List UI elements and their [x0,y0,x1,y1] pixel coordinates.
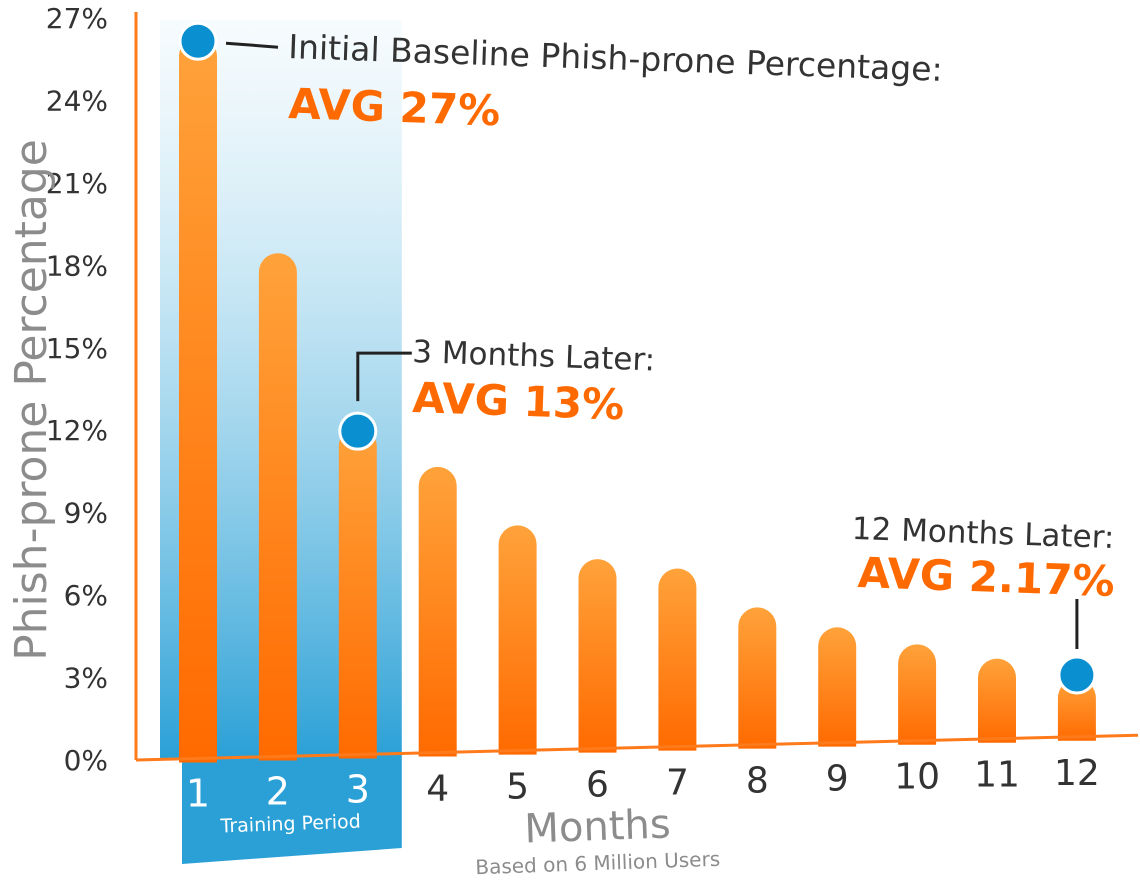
training-band-tab [182,753,402,864]
bar-month-4 [418,466,457,757]
bar-month-8 [738,607,777,749]
x-tick-label: 10 [894,757,940,798]
x-tick-label: 4 [426,769,449,810]
bar-month-3 [338,427,377,759]
callout-leader-line [356,351,412,402]
y-tick-label: 9% [64,497,108,530]
bar-month-9 [818,627,857,747]
marker-month-12 [1057,655,1097,695]
x-tick-label: 8 [746,761,769,802]
x-tick-label: 3 [346,768,370,812]
marker-month-1 [178,21,218,61]
callout-title: 3 Months Later: [412,334,656,378]
callout-value: AVG 2.17% [857,548,1116,606]
callout-value: AVG 27% [288,79,501,135]
chart-subtitle: Based on 6 Million Users [475,847,721,880]
y-tick-label: 12% [46,414,108,447]
bar-month-11 [978,658,1016,743]
x-tick-label: 5 [506,767,529,808]
callout-value: AVG 13% [412,373,625,429]
y-tick-label: 0% [64,744,108,777]
x-tick-label: 9 [826,759,849,800]
bar-month-10 [898,644,937,745]
callout-leader-line [225,41,279,49]
x-tick-label: 2 [266,769,290,813]
y-tick-label: 6% [64,579,108,612]
bar-month-12 [1057,678,1096,741]
y-tick-labels-group: 0% 3% 6% 9% 12% 15% 18% 21% 24% 27% [46,2,108,777]
y-axis-title: Phish-prone Percentage [6,139,57,661]
x-tick-label: 6 [586,765,609,806]
bar-month-1 [179,37,217,763]
bar-month-7 [658,568,697,751]
x-tick-labels-group: 1 2 3 4 5 6 7 8 9 10 11 12 [186,753,1100,816]
y-tick-label: 21% [46,167,108,200]
bars-group [179,37,1096,763]
y-tick-label: 18% [46,249,108,282]
y-tick-label: 27% [46,2,108,35]
bar-month-6 [578,559,617,753]
y-tick-label: 3% [64,662,108,695]
x-axis-line [135,733,1139,762]
x-tick-label: 11 [974,755,1020,796]
x-axis-title: Months [524,801,672,852]
bar-month-5 [498,525,537,755]
training-period-label: Training Period [219,811,361,838]
marker-month-3 [338,411,378,451]
bar-month-2 [258,253,297,761]
x-tick-label: 1 [186,771,210,815]
x-tick-label: 7 [666,763,689,804]
x-tick-label: 12 [1054,753,1100,794]
y-tick-label: 24% [46,84,108,117]
y-tick-label: 15% [46,332,108,365]
axes-group [134,12,1139,762]
